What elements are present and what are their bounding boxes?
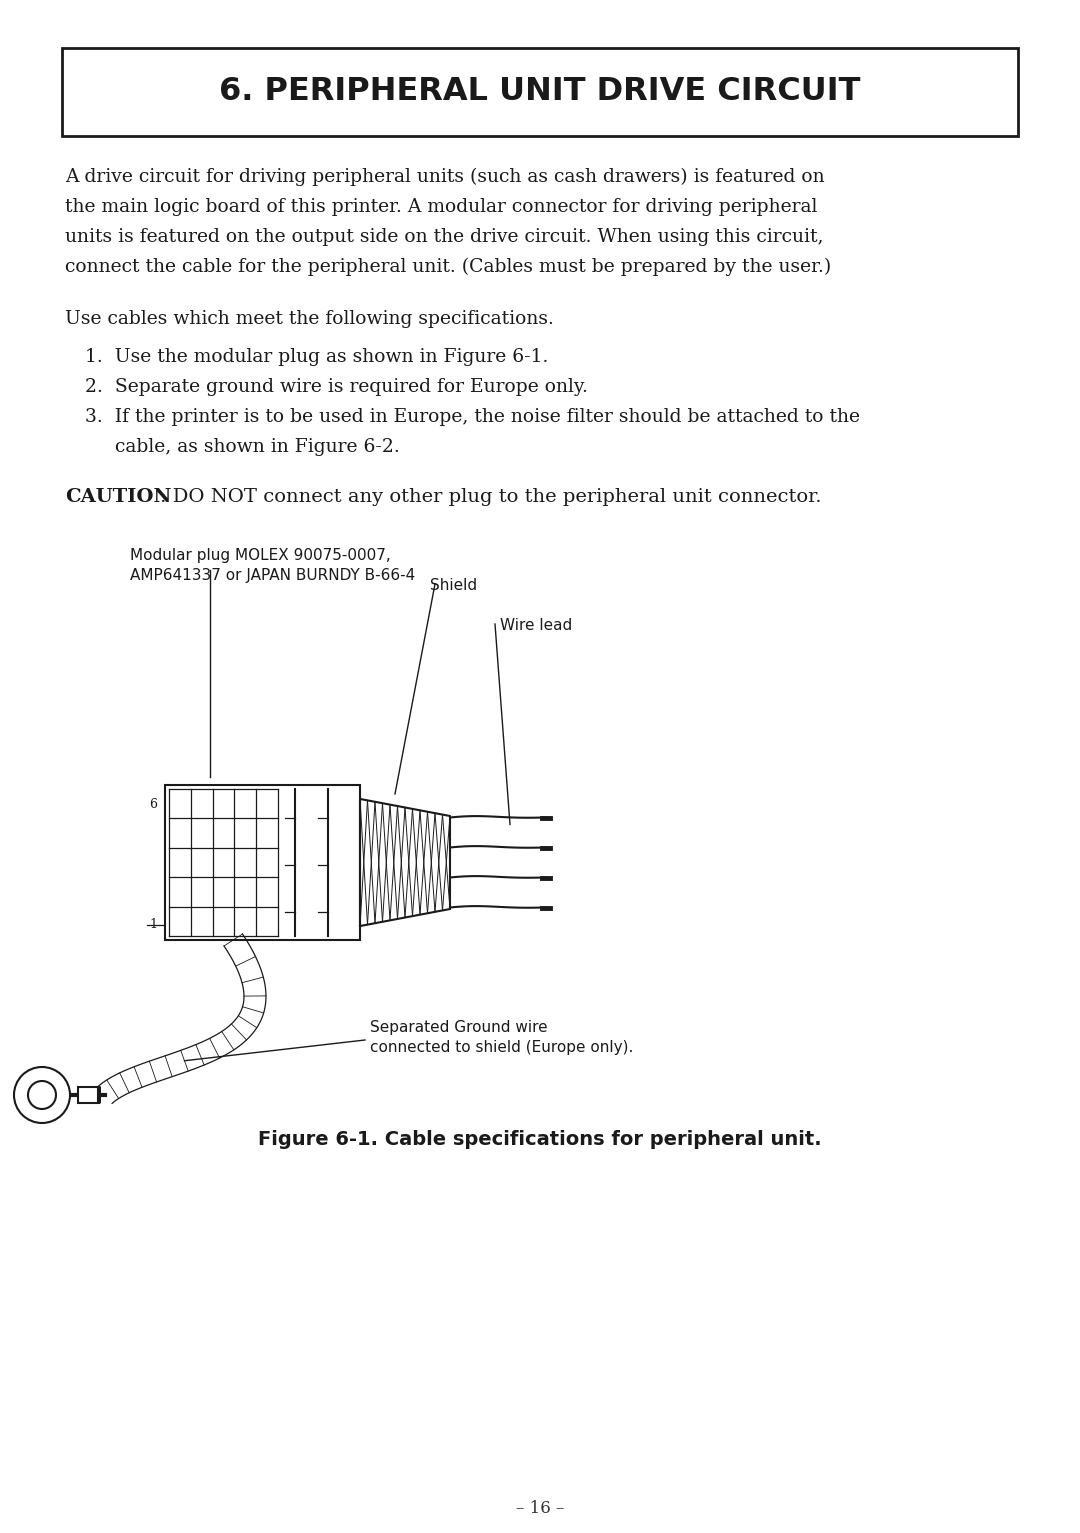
Text: connected to shield (Europe only).: connected to shield (Europe only).	[370, 1039, 633, 1055]
Text: – 16 –: – 16 –	[516, 1499, 564, 1518]
Bar	[62, 48, 1018, 136]
Text: cable, as shown in Figure 6-2.: cable, as shown in Figure 6-2.	[85, 438, 400, 455]
Text: Figure 6-1. Cable specifications for peripheral unit.: Figure 6-1. Cable specifications for per…	[258, 1130, 822, 1150]
Circle shape	[28, 1081, 56, 1108]
Text: : DO NOT connect any other plug to the peripheral unit connector.: : DO NOT connect any other plug to the p…	[160, 487, 822, 506]
Bar	[165, 785, 360, 940]
Text: units is featured on the output side on the drive circuit. When using this circu: units is featured on the output side on …	[65, 228, 824, 245]
Text: Separated Ground wire: Separated Ground wire	[370, 1019, 548, 1035]
Text: connect the cable for the peripheral unit. (Cables must be prepared by the user.: connect the cable for the peripheral uni…	[65, 258, 832, 276]
Text: CAUTION: CAUTION	[65, 487, 172, 506]
Bar	[78, 1087, 98, 1104]
Text: Use cables which meet the following specifications.: Use cables which meet the following spec…	[65, 310, 554, 328]
Text: 6. PERIPHERAL UNIT DRIVE CIRCUIT: 6. PERIPHERAL UNIT DRIVE CIRCUIT	[219, 77, 861, 107]
Text: 1.  Use the modular plug as shown in Figure 6-1.: 1. Use the modular plug as shown in Figu…	[85, 348, 549, 366]
Text: 3.  If the printer is to be used in Europe, the noise filter should be attached : 3. If the printer is to be used in Europ…	[85, 408, 860, 426]
Text: AMP641337 or JAPAN BURNDY B-66-4: AMP641337 or JAPAN BURNDY B-66-4	[130, 569, 415, 583]
Text: 1: 1	[149, 918, 157, 932]
Text: A drive circuit for driving peripheral units (such as cash drawers) is featured : A drive circuit for driving peripheral u…	[65, 169, 825, 185]
Circle shape	[14, 1067, 70, 1124]
Text: Shield: Shield	[430, 578, 477, 593]
Text: Modular plug MOLEX 90075-0007,: Modular plug MOLEX 90075-0007,	[130, 547, 391, 563]
Text: Wire lead: Wire lead	[500, 618, 572, 633]
Text: 6: 6	[149, 799, 157, 811]
Text: 2.  Separate ground wire is required for Europe only.: 2. Separate ground wire is required for …	[85, 379, 588, 396]
Text: the main logic board of this printer. A modular connector for driving peripheral: the main logic board of this printer. A …	[65, 198, 818, 216]
